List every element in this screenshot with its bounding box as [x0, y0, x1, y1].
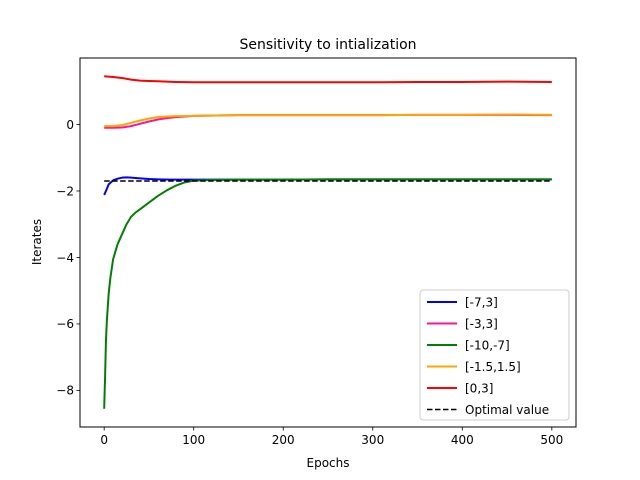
x-tick-label: 500 — [540, 433, 563, 447]
x-tick-label: 300 — [361, 433, 384, 447]
y-axis-label: Iterates — [30, 219, 44, 265]
plot-lines — [103, 75, 552, 409]
x-axis-ticks: 0 100 200 300 400 500 — [100, 427, 563, 447]
series-line-3 — [104, 113, 552, 128]
series-line-2 — [103, 178, 552, 409]
legend-label: [-7,3] — [465, 296, 498, 310]
legend-label: [0,3] — [465, 382, 493, 396]
legend-label: [-10,-7] — [465, 339, 510, 353]
axes-frame — [79, 57, 577, 428]
y-tick-label: −4 — [56, 251, 74, 265]
x-tick-label: 200 — [272, 433, 295, 447]
series-line-4 — [104, 75, 552, 84]
legend-label: Optimal value — [465, 403, 549, 417]
y-tick-label: −8 — [56, 384, 74, 398]
y-tick-label: 0 — [66, 118, 74, 132]
y-tick-label: −2 — [56, 184, 74, 198]
x-tick-label: 400 — [451, 433, 474, 447]
x-tick-label: 0 — [100, 433, 108, 447]
x-tick-label: 100 — [182, 433, 205, 447]
legend: [-7,3] [-3,3] [-10,-7] [-1.5,1.5] [0,3] Optim… — [419, 289, 570, 421]
legend-box — [419, 289, 570, 421]
chart-title: Sensitivity to intialization — [239, 37, 416, 53]
y-axis-ticks: −8 −6 −4 −2 0 — [56, 118, 80, 398]
y-tick-label: −6 — [56, 317, 74, 331]
x-axis-label: Epochs — [307, 456, 350, 470]
legend-label: [-1.5,1.5] — [465, 360, 521, 374]
legend-label: [-3,3] — [465, 317, 498, 331]
